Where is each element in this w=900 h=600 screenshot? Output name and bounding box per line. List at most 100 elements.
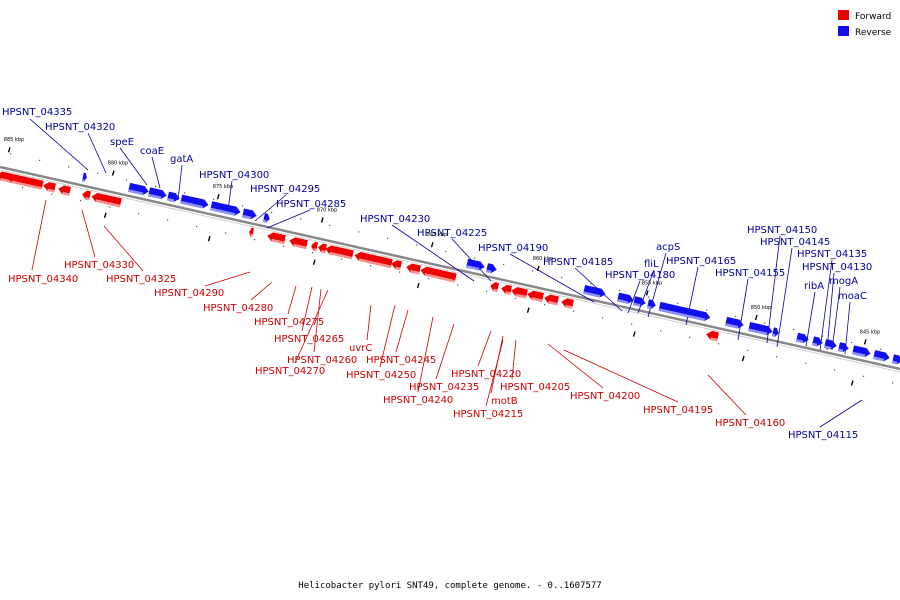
forward-gene-arrow xyxy=(420,266,457,283)
gene-leader-line xyxy=(266,209,311,229)
gene-label: HPSNT_04215 xyxy=(453,409,523,420)
gene-body xyxy=(658,301,711,321)
gene-label: HPSNT_04165 xyxy=(666,256,736,267)
gene-leader-line xyxy=(31,199,47,271)
gene-label: HPSNT_04285 xyxy=(276,199,346,210)
minor-tick xyxy=(254,239,256,241)
reverse-gene-arrow xyxy=(242,208,257,220)
gene-label: HPSNT_04275 xyxy=(254,317,324,328)
kbp-tick xyxy=(312,259,316,265)
kbp-tick xyxy=(7,147,11,153)
gene-label: HPSNT_04295 xyxy=(250,184,320,195)
reverse-gene-arrow xyxy=(583,285,606,298)
gene-leader-line xyxy=(766,235,781,344)
minor-tick xyxy=(196,225,198,228)
forward-gene-arrow xyxy=(91,192,122,208)
reverse-gene-arrow xyxy=(128,182,149,195)
minor-tick xyxy=(341,258,343,260)
gene-shade xyxy=(531,297,543,302)
gene-label: HPSNT_04225 xyxy=(417,228,487,239)
gene-label: HPSNT_04150 xyxy=(747,225,817,236)
minor-tick xyxy=(718,343,720,345)
gene-shade xyxy=(11,180,43,190)
minor-tick xyxy=(619,289,621,292)
minor-tick xyxy=(109,206,111,208)
gene-leader-line xyxy=(287,285,297,315)
gene-label: HPSNT_04280 xyxy=(203,303,273,314)
kbp-label: 875 kbp xyxy=(213,184,233,190)
gene-label: HPSNT_04330 xyxy=(64,260,134,271)
minor-tick xyxy=(793,328,795,331)
minor-tick xyxy=(648,296,650,298)
gene-label: gatA xyxy=(170,154,193,165)
minor-tick xyxy=(660,330,662,332)
gene-leader-line xyxy=(87,132,107,174)
gene-shade xyxy=(395,266,401,271)
gene-leader-line xyxy=(254,194,287,222)
reverse-gene-arrow xyxy=(633,296,646,307)
minor-tick xyxy=(851,342,853,344)
kbp-tick xyxy=(207,235,211,242)
gene-label: HPSNT_04240 xyxy=(383,395,453,406)
minor-tick xyxy=(358,231,360,233)
gene-label: HPSNT_04245 xyxy=(366,355,436,366)
kbp-tick xyxy=(526,307,530,313)
gene-leader-line xyxy=(707,374,747,416)
minor-tick xyxy=(39,159,41,161)
gene-label: fliL xyxy=(644,259,659,270)
minor-tick xyxy=(213,198,215,201)
gene-leader-line xyxy=(819,399,863,428)
gene-label: HPSNT_04160 xyxy=(715,418,785,429)
reverse-gene-arrow xyxy=(771,327,779,337)
gene-label: speE xyxy=(110,137,134,148)
forward-gene-arrow xyxy=(311,241,319,252)
gene-shade xyxy=(250,234,253,237)
minor-tick xyxy=(300,218,302,220)
kbp-label: 845 kbp xyxy=(860,329,880,335)
gene-shade xyxy=(148,193,162,199)
minor-tick xyxy=(155,185,157,187)
minor-tick xyxy=(457,284,459,286)
gene-shade xyxy=(210,207,236,216)
gene-label: acpS xyxy=(656,242,680,253)
gene-leader-line xyxy=(627,280,641,314)
gene-label: motB xyxy=(491,396,518,407)
gene-shade xyxy=(466,265,480,271)
genome-backbone xyxy=(0,165,900,371)
kbp-label: 885 kbp xyxy=(4,137,24,143)
forward-gene-arrow xyxy=(318,243,328,254)
gene-shade xyxy=(128,189,144,195)
kbp-tick xyxy=(754,314,758,321)
reverse-gene-arrow xyxy=(485,263,497,274)
kbp-tick xyxy=(103,212,107,218)
genome-caption: Helicobacter pylori SNT49, complete geno… xyxy=(298,581,601,591)
gene-leader-line xyxy=(511,339,517,380)
gene-shade xyxy=(583,291,601,298)
reverse-gene-arrow xyxy=(824,339,837,350)
reverse-gene-arrow xyxy=(180,194,209,209)
minor-tick xyxy=(503,263,505,266)
kbp-tick xyxy=(111,170,115,176)
gene-leader-line xyxy=(294,289,329,364)
minor-tick xyxy=(573,310,575,312)
gene-shade xyxy=(710,337,718,342)
minor-tick xyxy=(399,271,401,273)
gene-shade xyxy=(515,293,527,299)
gene-leader-line xyxy=(509,253,595,303)
gene-leader-line xyxy=(563,349,679,403)
minor-tick xyxy=(532,270,534,272)
minor-tick xyxy=(68,166,70,168)
minor-tick xyxy=(776,356,778,358)
minor-tick xyxy=(602,317,604,319)
gene-label: HPSNT_04250 xyxy=(346,370,416,381)
gene-label: coaE xyxy=(140,146,164,157)
gene-body xyxy=(210,201,241,216)
reverse-gene-arrow xyxy=(796,332,809,344)
forward-gene-arrow xyxy=(249,227,255,237)
gene-label: HPSNT_04190 xyxy=(478,243,548,254)
gene-shade xyxy=(811,342,818,347)
minor-tick xyxy=(706,309,708,311)
gene-shade xyxy=(81,178,85,182)
minor-tick xyxy=(515,297,517,299)
minor-tick xyxy=(590,283,592,285)
